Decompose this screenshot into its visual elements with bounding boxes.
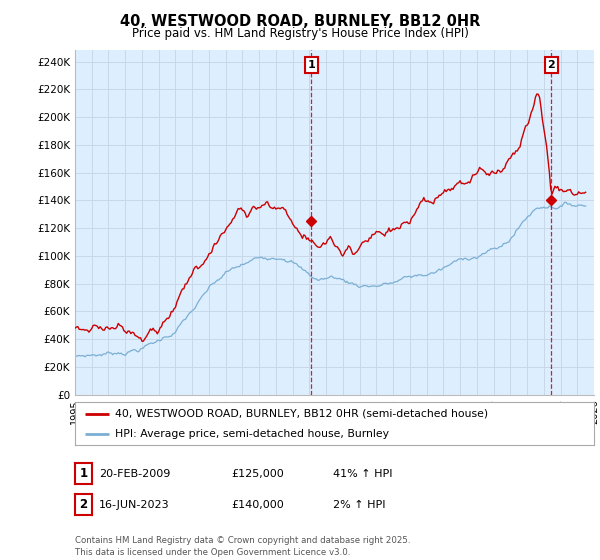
Text: 16-JUN-2023: 16-JUN-2023: [99, 500, 170, 510]
Text: 2% ↑ HPI: 2% ↑ HPI: [333, 500, 385, 510]
Text: Contains HM Land Registry data © Crown copyright and database right 2025.
This d: Contains HM Land Registry data © Crown c…: [75, 536, 410, 557]
Text: 2: 2: [79, 498, 88, 511]
Text: 40, WESTWOOD ROAD, BURNLEY, BB12 0HR: 40, WESTWOOD ROAD, BURNLEY, BB12 0HR: [120, 14, 480, 29]
Text: 1: 1: [308, 60, 315, 70]
Text: 40, WESTWOOD ROAD, BURNLEY, BB12 0HR (semi-detached house): 40, WESTWOOD ROAD, BURNLEY, BB12 0HR (se…: [115, 409, 488, 419]
Text: 20-FEB-2009: 20-FEB-2009: [99, 469, 170, 479]
Text: 1: 1: [79, 467, 88, 480]
Text: 2: 2: [548, 60, 556, 70]
Text: £140,000: £140,000: [231, 500, 284, 510]
Text: £125,000: £125,000: [231, 469, 284, 479]
Text: HPI: Average price, semi-detached house, Burnley: HPI: Average price, semi-detached house,…: [115, 428, 389, 438]
Text: Price paid vs. HM Land Registry's House Price Index (HPI): Price paid vs. HM Land Registry's House …: [131, 27, 469, 40]
Text: 41% ↑ HPI: 41% ↑ HPI: [333, 469, 392, 479]
